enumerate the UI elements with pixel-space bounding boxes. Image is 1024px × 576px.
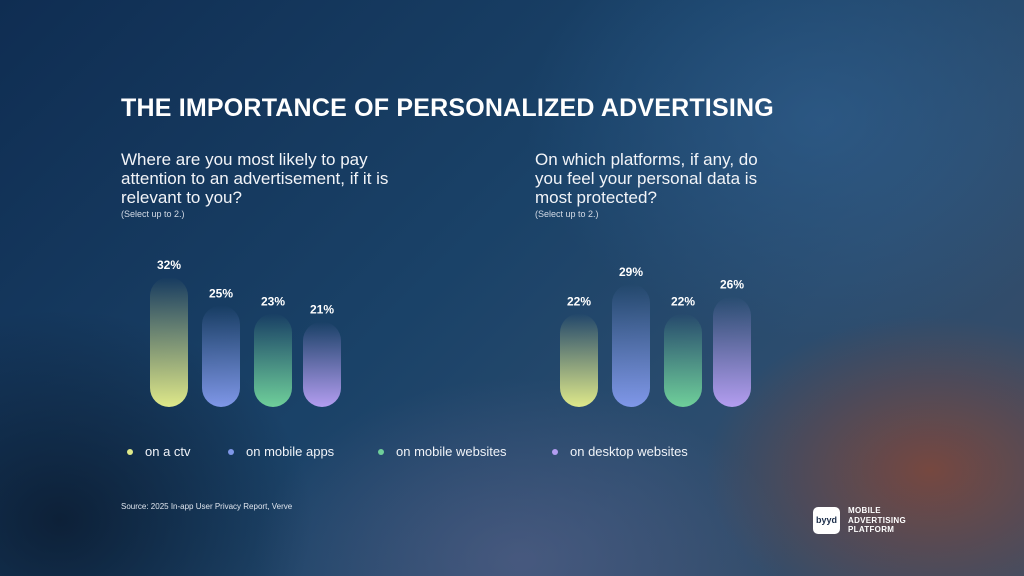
data-protection-bar-chart: 22% 29% 22% 26%: [560, 265, 751, 407]
bar-on-mobile-apps: [612, 284, 650, 407]
bar-value-label: 32%: [157, 258, 181, 272]
right-question: On which platforms, if any, do you feel …: [535, 150, 758, 207]
brand-line: PLATFORM: [848, 525, 895, 534]
legend-dot-icon: [127, 448, 133, 455]
legend-label: on desktop websites: [570, 444, 688, 459]
legend-item-ctv: on a ctv: [127, 444, 191, 459]
brand-line: MOBILE: [848, 506, 881, 515]
page-title: THE IMPORTANCE OF PERSONALIZED ADVERTISI…: [121, 94, 774, 122]
legend-label: on mobile apps: [246, 444, 335, 459]
bar-value-label: 25%: [209, 286, 233, 300]
legend-dot-icon: [228, 448, 234, 455]
bar-on-mobile-websites: [664, 313, 702, 407]
bar-on-a-ctv: [560, 313, 598, 407]
legend-item-mobile-websites: on mobile websites: [378, 444, 507, 459]
source-note: Source: 2025 In-app User Privacy Report,…: [121, 502, 293, 511]
right-note: (Select up to 2.): [535, 209, 599, 219]
brand-text: MOBILE ADVERTISING PLATFORM: [848, 506, 906, 535]
legend-item-desktop-websites: on desktop websites: [552, 444, 688, 459]
bar-on-desktop-websites: [303, 321, 341, 407]
byyd-logo-icon: byyd: [813, 506, 840, 534]
left-question: Where are you most likely to pay attenti…: [121, 150, 389, 207]
legend-dot-icon: [552, 448, 558, 455]
bar-value-label: 22%: [671, 295, 695, 309]
legend-item-mobile-apps: on mobile apps: [228, 444, 334, 459]
bar-value-label: 22%: [567, 295, 591, 309]
bar-on-a-ctv: [150, 277, 188, 407]
bar-value-label: 26%: [720, 278, 744, 292]
bar-on-mobile-websites: [254, 313, 292, 407]
legend-dot-icon: [378, 448, 384, 455]
attention-bar-chart: 32% 25% 23% 21%: [150, 258, 341, 407]
legend: on a ctv on mobile apps on mobile websit…: [121, 444, 881, 464]
bar-on-desktop-websites: [713, 296, 751, 407]
bar-value-label: 23%: [261, 295, 285, 309]
legend-label: on a ctv: [145, 444, 191, 459]
bar-value-label: 21%: [310, 303, 334, 317]
bar-on-mobile-apps: [202, 305, 240, 407]
left-note: (Select up to 2.): [121, 209, 185, 219]
brand: byyd MOBILE ADVERTISING PLATFORM: [813, 506, 906, 535]
bar-value-label: 29%: [619, 265, 643, 279]
legend-label: on mobile websites: [396, 444, 507, 459]
brand-line: ADVERTISING: [848, 515, 906, 525]
